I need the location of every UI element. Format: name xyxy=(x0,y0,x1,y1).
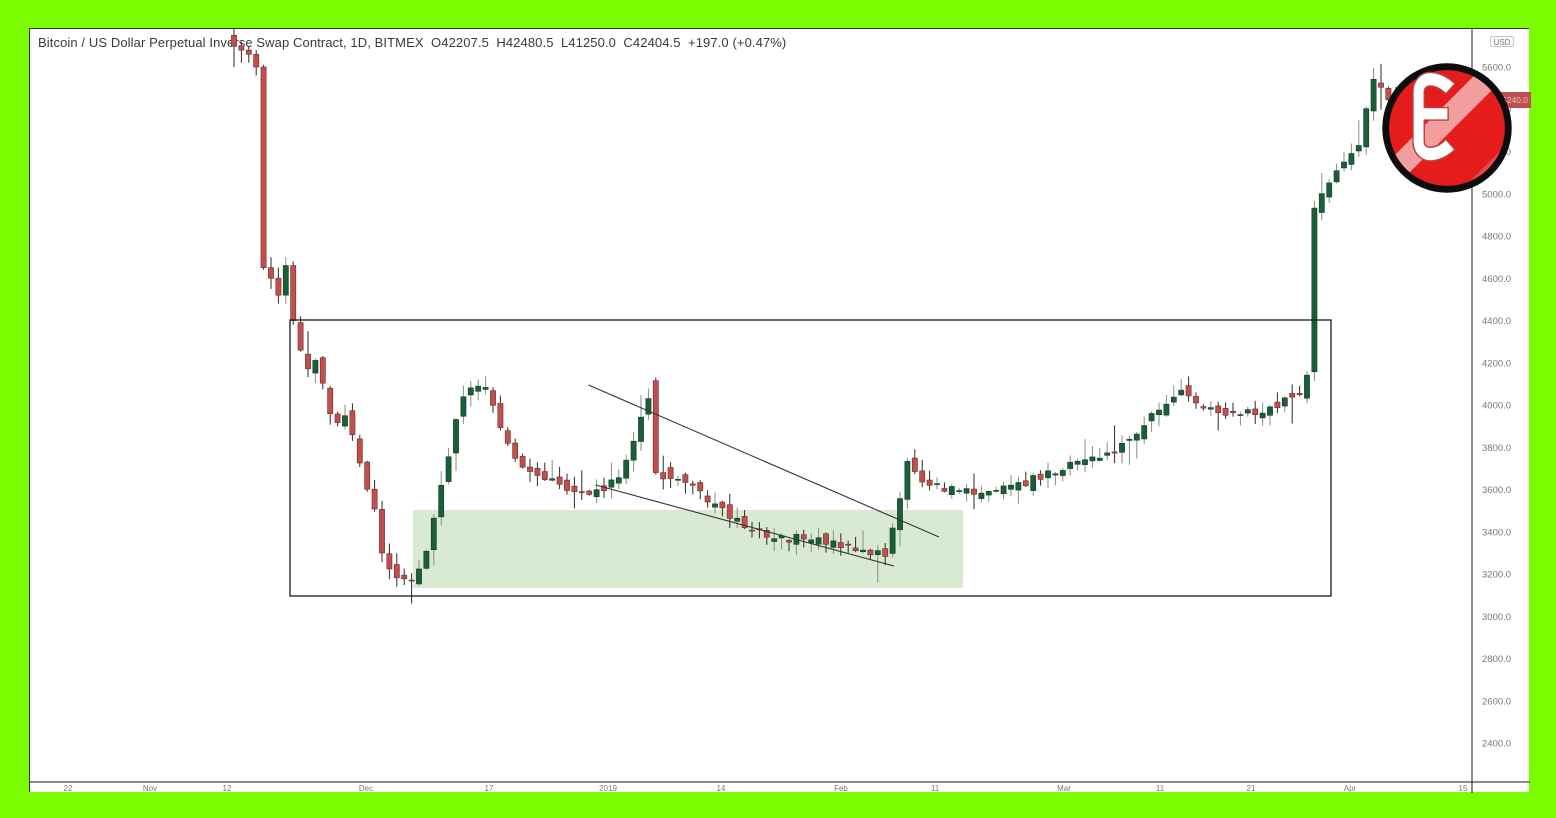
svg-text:3000.0: 3000.0 xyxy=(1482,612,1511,623)
svg-text:4000.0: 4000.0 xyxy=(1482,401,1511,412)
svg-text:3800.0: 3800.0 xyxy=(1482,443,1511,454)
svg-text:4400.0: 4400.0 xyxy=(1482,316,1511,327)
svg-text:Dec: Dec xyxy=(359,784,373,793)
svg-text:Mar: Mar xyxy=(1057,784,1071,793)
svg-text:3200.0: 3200.0 xyxy=(1482,570,1511,581)
svg-text:3400.0: 3400.0 xyxy=(1482,527,1511,538)
svg-text:3600.0: 3600.0 xyxy=(1482,485,1511,496)
svg-text:11: 11 xyxy=(1156,784,1165,793)
svg-text:11: 11 xyxy=(931,784,940,793)
svg-text:17: 17 xyxy=(485,784,494,793)
svg-text:2400.0: 2400.0 xyxy=(1482,739,1511,750)
svg-text:12: 12 xyxy=(223,784,232,793)
svg-text:2019: 2019 xyxy=(599,784,617,793)
svg-text:14: 14 xyxy=(717,784,726,793)
svg-text:Feb: Feb xyxy=(834,784,848,793)
svg-text:Nov: Nov xyxy=(143,784,157,793)
svg-text:22: 22 xyxy=(64,784,73,793)
svg-text:Apr: Apr xyxy=(1344,784,1357,793)
svg-text:4600.0: 4600.0 xyxy=(1482,274,1511,285)
svg-text:2800.0: 2800.0 xyxy=(1482,654,1511,665)
svg-text:15: 15 xyxy=(1459,784,1468,793)
svg-text:2600.0: 2600.0 xyxy=(1482,696,1511,707)
svg-text:4200.0: 4200.0 xyxy=(1482,358,1511,369)
svg-text:4800.0: 4800.0 xyxy=(1482,232,1511,243)
svg-text:21: 21 xyxy=(1247,784,1256,793)
